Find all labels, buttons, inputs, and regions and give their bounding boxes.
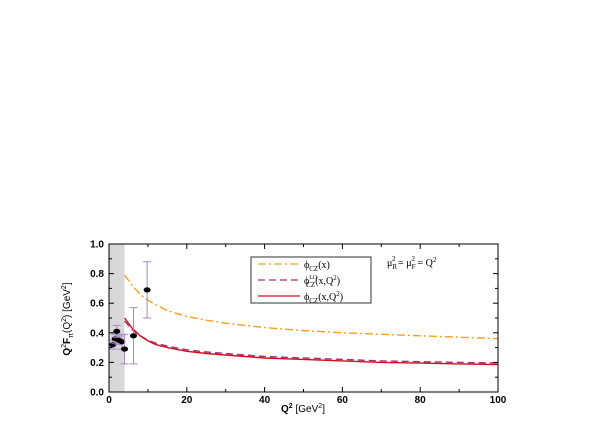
y-tick-label-5: 1.0	[90, 240, 104, 251]
series-line-1	[124, 320, 499, 364]
x-tick-label-2: 40	[259, 395, 271, 406]
legend-label-2: ϕCZ(x,Q2)	[304, 290, 343, 305]
x-tick-label-1: 20	[181, 395, 193, 406]
series-layer	[124, 274, 499, 366]
x-tick-label-0: 0	[106, 395, 112, 406]
x-axis-label: Q2 [GeV2]	[281, 403, 325, 415]
legend-label-1: ϕLO CZ(x,Q2)	[304, 274, 340, 289]
y-tick-label-3: 0.6	[90, 299, 104, 310]
x-tick-label-5: 100	[490, 395, 507, 406]
y-tick-label-0: 0.0	[90, 388, 104, 399]
series-line-0	[124, 274, 499, 340]
x-tick-label-4: 80	[415, 395, 427, 406]
series-line-2	[124, 317, 499, 366]
y-tick-label-2: 0.4	[90, 328, 104, 339]
data-point-2	[113, 328, 121, 334]
x-tick-label-3: 60	[337, 395, 349, 406]
y-axis-label: Q2Fπ(Q2) [GeV2]	[61, 282, 75, 355]
data-point-7	[143, 287, 151, 293]
ticks-layer: 0 20 40 60 80 100 0.0 0.2 0.4 0.6 0.8 1.0	[90, 240, 507, 407]
scale-annotation: μR2 = μF2 = Q2	[387, 255, 437, 271]
legend: ϕCZ(x) ϕLO CZ(x,Q2) ϕCZ(x,Q2)	[250, 256, 372, 305]
legend-label-0: ϕCZ(x)	[304, 260, 330, 273]
data-point-5	[121, 346, 129, 352]
data-point-4	[118, 339, 126, 345]
y-tick-label-4: 0.8	[90, 269, 104, 280]
data-point-6	[130, 333, 138, 339]
y-tick-label-1: 0.2	[90, 358, 104, 369]
shaded-region	[109, 244, 125, 392]
data-points-layer	[108, 261, 152, 365]
